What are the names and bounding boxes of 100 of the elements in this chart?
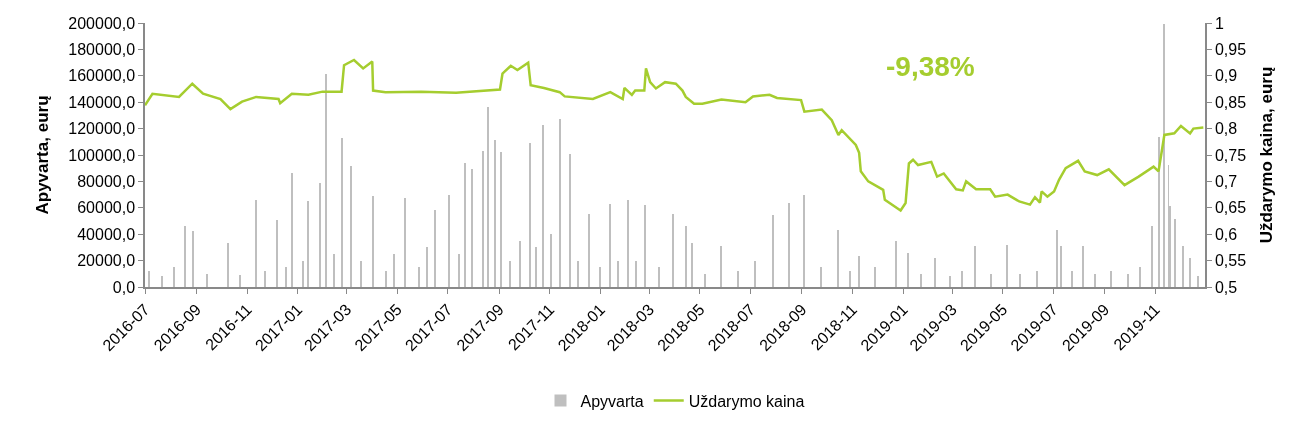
bar: [1006, 245, 1008, 287]
bar: [448, 195, 450, 287]
bar: [285, 267, 287, 287]
y2-tick-label: 0,55: [1214, 252, 1247, 270]
bar: [1163, 24, 1165, 287]
bar: [895, 241, 897, 287]
bar: [264, 271, 266, 287]
bar: [920, 274, 922, 287]
y2-tick-label: 0,9: [1214, 67, 1238, 85]
y2-tick-label: 0,8: [1214, 120, 1238, 138]
y2-axis-title: Uždarymo kaina, eurų: [1257, 66, 1277, 244]
y2-tick-label: 0,85: [1214, 93, 1247, 111]
bar: [720, 246, 722, 287]
bar: [184, 226, 186, 287]
bar: [500, 152, 502, 287]
bar: [1071, 271, 1073, 287]
bar: [617, 261, 619, 287]
bar: [372, 196, 374, 287]
bar: [837, 230, 839, 287]
line-series: [145, 58, 1205, 212]
y2-tick-label: 0,5: [1214, 278, 1238, 296]
y-tick-label: 20000,0: [77, 252, 136, 270]
bar: [341, 138, 343, 287]
bar: [849, 271, 851, 287]
bar: [949, 276, 951, 287]
bar: [1060, 246, 1062, 287]
bar: [704, 274, 706, 287]
y2-tick-label: 0,6: [1214, 225, 1238, 243]
bar: [644, 205, 646, 287]
bar: [307, 201, 309, 287]
bar: [1174, 219, 1176, 287]
bar: [635, 261, 637, 287]
bar: [858, 256, 860, 287]
bar: [609, 204, 611, 287]
bar: [325, 74, 327, 287]
bar: [974, 246, 976, 287]
bar: [239, 275, 241, 287]
bar: [509, 261, 511, 287]
y-tick-label: 180000,0: [68, 41, 136, 58]
bar: [385, 271, 387, 287]
bar: [577, 261, 579, 287]
bar: [1158, 137, 1160, 287]
bar: [788, 203, 790, 287]
y-tick-label: 140000,0: [68, 93, 136, 111]
bar: [418, 267, 420, 287]
bar: [672, 214, 674, 287]
bar: [1139, 267, 1141, 287]
y-tick-label: 0,0: [112, 278, 136, 296]
bar: [1189, 258, 1191, 287]
bar: [350, 166, 352, 287]
y-tick-label: 40000,0: [77, 225, 136, 243]
annotation: -9,38%: [886, 51, 975, 82]
bar: [276, 220, 278, 287]
legend-label: Apyvarta: [580, 392, 644, 410]
bar: [961, 271, 963, 287]
bar: [227, 243, 229, 287]
bar: [471, 169, 473, 287]
y-tick-label: 60000,0: [77, 199, 136, 217]
bar: [627, 200, 629, 287]
bar: [1082, 246, 1084, 287]
bar: [148, 271, 150, 287]
bar: [255, 200, 257, 287]
bar: [173, 267, 175, 287]
bar: [487, 107, 489, 287]
bar: [360, 261, 362, 287]
bar: [1182, 246, 1184, 287]
bar: [1019, 274, 1021, 287]
bar: [691, 243, 693, 287]
y-axis-title: Apyvarta, eurų: [33, 95, 53, 215]
bar: [990, 274, 992, 287]
bar: [302, 261, 304, 287]
bar: [1127, 274, 1129, 287]
y-tick-label: 160000,0: [68, 67, 136, 85]
bar: [907, 253, 909, 287]
bar: [1056, 230, 1058, 287]
legend-label: Uždarymo kaina: [688, 392, 805, 410]
bar: [458, 254, 460, 287]
bar: [529, 143, 531, 287]
y2-tick-label: 0,75: [1214, 146, 1247, 164]
bar: [319, 183, 321, 287]
bar: [161, 276, 163, 287]
y-tick-label: 120000,0: [68, 120, 136, 138]
bar: [1036, 271, 1038, 287]
bar: [820, 267, 822, 287]
y2-tick-label: 0,65: [1214, 199, 1247, 217]
bar: [1151, 226, 1153, 287]
bar: [1110, 271, 1112, 287]
y-tick-label: 100000,0: [68, 146, 136, 164]
bar: [206, 274, 208, 287]
y2-tick-label: 0,7: [1214, 173, 1238, 190]
bar: [542, 125, 544, 287]
bar: [434, 210, 436, 287]
bar: [934, 258, 936, 287]
bar: [874, 267, 876, 287]
y2-tick-label: 0,95: [1214, 41, 1247, 58]
bar: [482, 151, 484, 287]
bar: [550, 234, 552, 287]
bar: [494, 140, 496, 287]
bar: [588, 214, 590, 287]
bar: [754, 261, 756, 287]
